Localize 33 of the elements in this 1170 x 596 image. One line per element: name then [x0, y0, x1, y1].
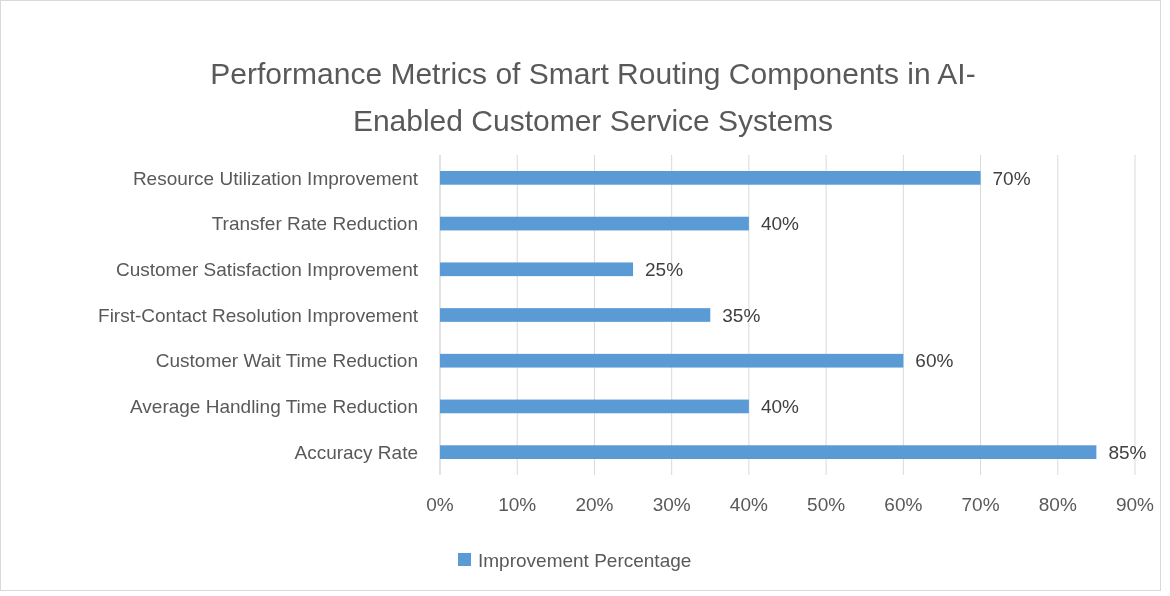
data-label: 25% — [645, 258, 684, 280]
x-tick-label: 60% — [884, 494, 923, 515]
x-tick-label: 20% — [575, 494, 614, 515]
bar — [440, 216, 749, 231]
legend-label: Improvement Percentage — [478, 549, 692, 571]
bar — [440, 171, 981, 185]
data-label: 70% — [992, 167, 1031, 189]
data-label: 85% — [1108, 441, 1147, 463]
x-tick-label: 0% — [426, 494, 454, 515]
x-tick-label: 30% — [652, 494, 691, 515]
y-tick-label: Resource Utilization Improvement — [132, 167, 419, 189]
y-tick-label: Average Handling Time Reduction — [130, 396, 418, 418]
data-label: 40% — [760, 213, 800, 235]
x-tick-label: 70% — [961, 494, 1000, 515]
y-tick-label: Customer Satisfaction Improvement — [115, 258, 419, 280]
x-tick-label: 80% — [1038, 494, 1077, 515]
x-tick-label: 90% — [1115, 494, 1155, 515]
y-tick-label: Customer Wait Time Reduction — [155, 350, 418, 372]
x-tick-label: 40% — [729, 494, 769, 515]
x-tick-label: 50% — [807, 494, 846, 515]
x-tick-label: 10% — [498, 494, 537, 515]
bar — [440, 353, 904, 368]
data-label: 40% — [760, 396, 800, 418]
y-tick-label: Transfer Rate Reduction — [211, 213, 418, 235]
bar — [440, 399, 749, 414]
data-label: 60% — [915, 350, 954, 372]
bar — [440, 445, 1097, 459]
chart-title: Performance Metrics of Smart Routing Components in AI-Enabled Customer Service Systems — [210, 57, 976, 137]
y-tick-label: Accuracy Rate — [294, 441, 418, 463]
data-label: 35% — [722, 304, 761, 326]
bar — [440, 262, 634, 277]
bar — [440, 308, 711, 322]
y-tick-label: First-Contact Resolution Improvement — [98, 304, 419, 326]
